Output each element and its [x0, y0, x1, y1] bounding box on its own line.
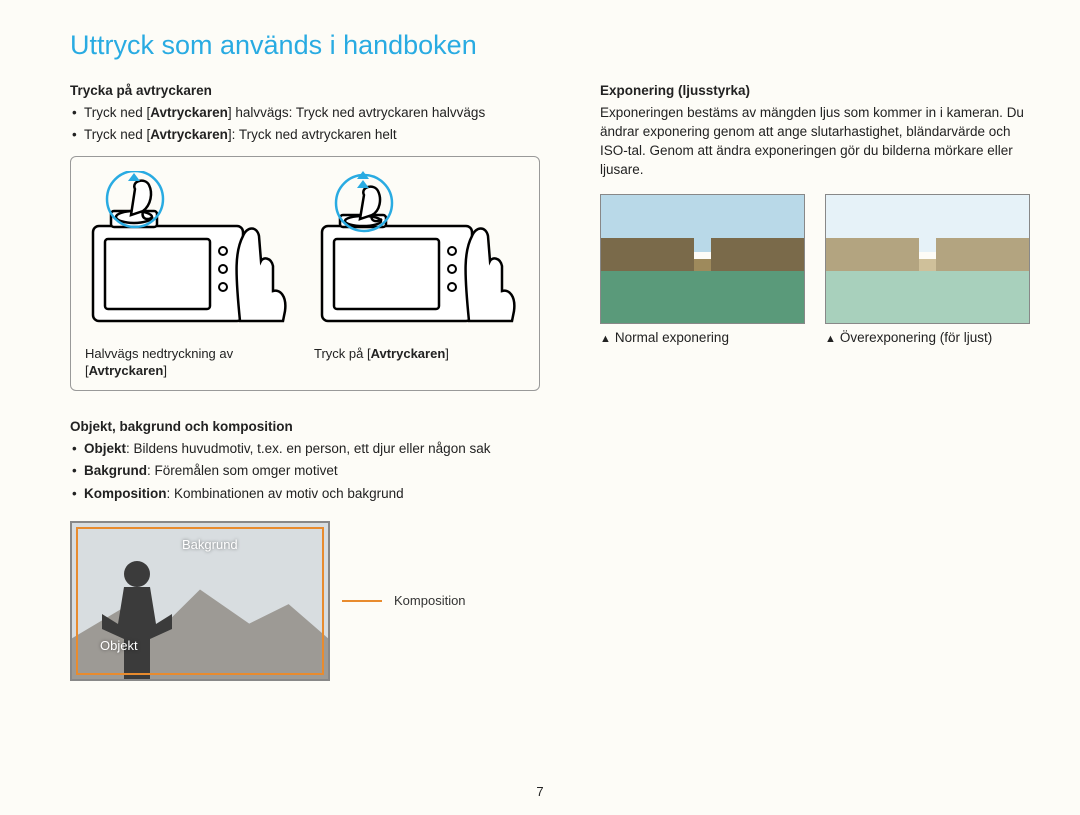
exposure-normal-caption: ▲Normal exponering [600, 330, 805, 345]
right-column: Exponering (ljusstyrka) Exponeringen bes… [600, 83, 1030, 681]
composition-pointer-line [342, 600, 382, 602]
exposure-over: ▲Överexponering (för ljust) [825, 194, 1030, 345]
composition-bullet-2: Bakgrund: Föremålen som omger motivet [70, 462, 540, 480]
camera-half-press-icon [85, 171, 295, 331]
composition-heading: Objekt, bakgrund och komposition [70, 419, 540, 434]
exposure-body: Exponeringen bestäms av mängden ljus som… [600, 104, 1030, 180]
shutter-full-caption: Tryck på [Avtryckaren] [314, 346, 525, 363]
exposure-over-image [825, 194, 1030, 324]
shutter-full-item: Tryck på [Avtryckaren] [314, 171, 525, 380]
shutter-heading: Trycka på avtryckaren [70, 83, 540, 98]
shutter-bullets: Tryck ned [Avtryckaren] halvvägs: Tryck … [70, 104, 540, 144]
composition-frame: Bakgrund Objekt [70, 521, 330, 681]
composition-bullet-1: Objekt: Bildens huvudmotiv, t.ex. en per… [70, 440, 540, 458]
exposure-images: ▲Normal exponering ▲Överexponering (för … [600, 194, 1030, 345]
exposure-normal: ▲Normal exponering [600, 194, 805, 345]
composition-bullet-3: Komposition: Kombinationen av motiv och … [70, 485, 540, 503]
shutter-half-item: Halvvägs nedtryckning av [Avtryckaren] [85, 171, 296, 380]
shutter-bullet-2: Tryck ned [Avtryckaren]: Tryck ned avtry… [70, 126, 540, 144]
composition-bullets: Objekt: Bildens huvudmotiv, t.ex. en per… [70, 440, 540, 503]
shutter-bullet-1: Tryck ned [Avtryckaren] halvvägs: Tryck … [70, 104, 540, 122]
camera-full-press-icon [314, 171, 524, 331]
shutter-half-caption: Halvvägs nedtryckning av [Avtryckaren] [85, 346, 296, 380]
label-objekt: Objekt [100, 638, 138, 653]
shutter-section: Trycka på avtryckaren Tryck ned [Avtryck… [70, 83, 540, 391]
label-komposition: Komposition [394, 593, 466, 608]
label-bakgrund: Bakgrund [182, 537, 238, 552]
main-columns: Trycka på avtryckaren Tryck ned [Avtryck… [70, 83, 1010, 681]
shutter-diagram-box: Halvvägs nedtryckning av [Avtryckaren] [70, 156, 540, 391]
page-title: Uttryck som används i handboken [70, 30, 1010, 61]
page-number: 7 [536, 784, 543, 799]
exposure-over-caption: ▲Överexponering (för ljust) [825, 330, 1030, 345]
exposure-normal-image [600, 194, 805, 324]
exposure-heading: Exponering (ljusstyrka) [600, 83, 1030, 98]
left-column: Trycka på avtryckaren Tryck ned [Avtryck… [70, 83, 540, 681]
composition-section: Objekt, bakgrund och komposition Objekt:… [70, 419, 540, 681]
composition-figure: Bakgrund Objekt Komposition [70, 521, 540, 681]
